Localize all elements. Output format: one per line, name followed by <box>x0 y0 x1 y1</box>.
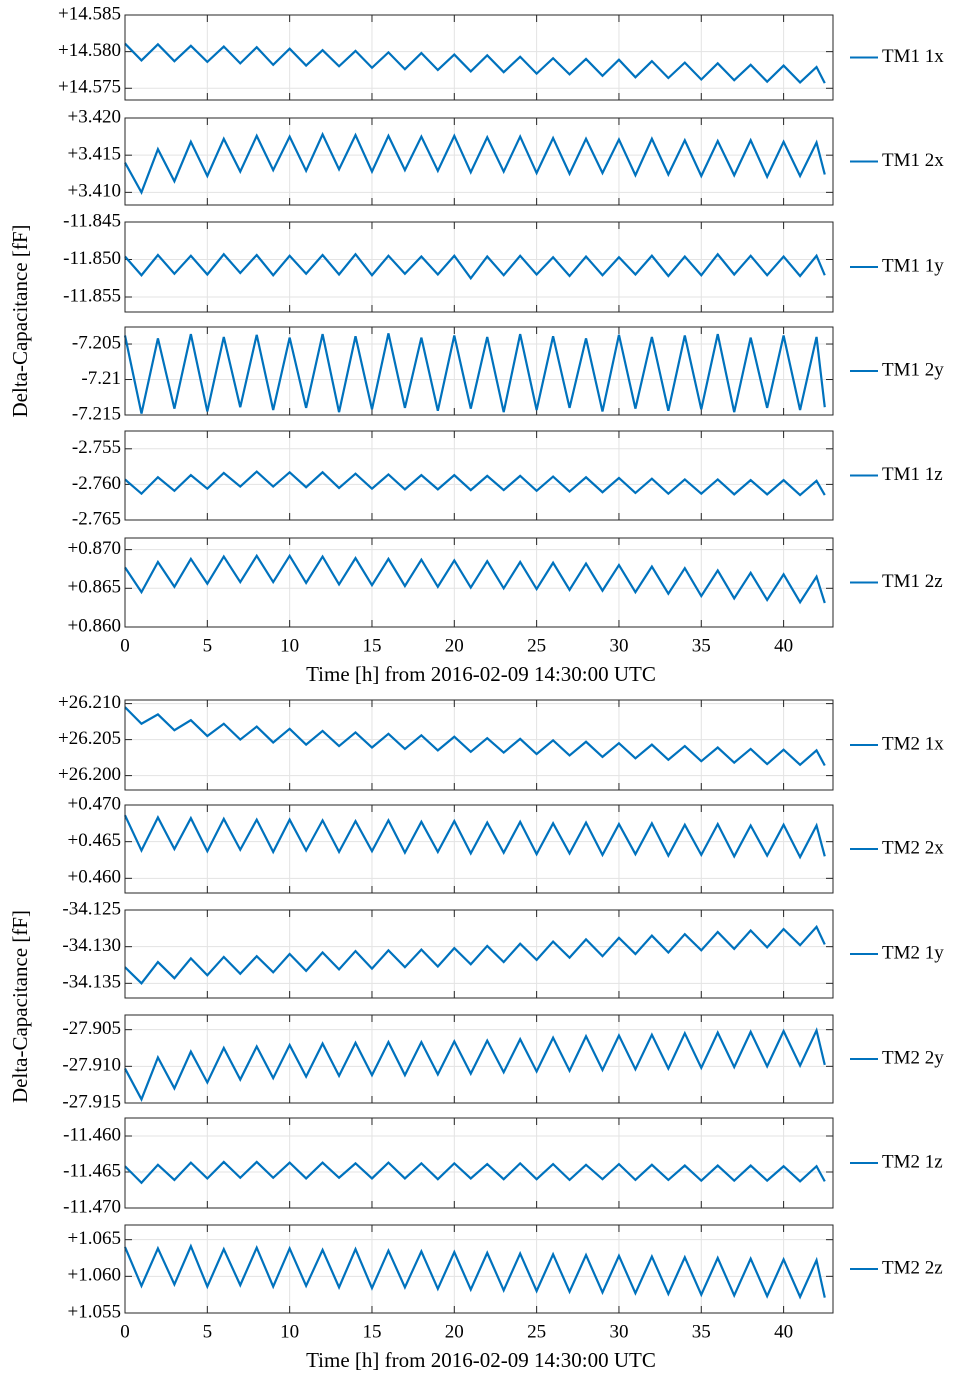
x-tick-label: 25 <box>527 635 546 656</box>
x-tick-label: 5 <box>203 635 213 656</box>
x-axis-label: Time [h] from 2016-02-09 14:30:00 UTC <box>306 1348 656 1372</box>
y-tick-label: +1.055 <box>68 1301 121 1322</box>
y-tick-label: -11.465 <box>63 1160 121 1181</box>
y-tick-label: +3.420 <box>68 106 121 127</box>
y-tick-label: -2.755 <box>72 437 121 458</box>
x-tick-label: 20 <box>445 1321 464 1342</box>
axes-box <box>124 221 834 313</box>
y-tick-label: +3.415 <box>68 144 121 165</box>
legend-label: TM1 1z <box>882 464 943 485</box>
legend-label: TM2 2y <box>882 1047 944 1068</box>
legend-label: TM2 1z <box>882 1151 943 1172</box>
legend-label: TM1 2y <box>882 359 944 380</box>
y-axis-label: Delta-Capacitance [fF] <box>8 225 32 418</box>
axes-box <box>124 14 834 101</box>
y-tick-label: +1.065 <box>68 1228 121 1249</box>
x-tick-label: 30 <box>609 1321 628 1342</box>
y-tick-label: -34.130 <box>62 935 121 956</box>
y-tick-label: +26.200 <box>58 764 121 785</box>
y-tick-label: +26.210 <box>58 692 121 713</box>
legend-label: TM1 1x <box>882 46 944 67</box>
x-tick-label: 30 <box>609 635 628 656</box>
x-axis-label: Time [h] from 2016-02-09 14:30:00 UTC <box>306 662 656 686</box>
legend-label: TM1 1y <box>882 255 944 276</box>
x-tick-label: 5 <box>203 1321 213 1342</box>
y-tick-label: -11.460 <box>63 1124 121 1145</box>
y-axis-label: Delta-Capacitance [fF] <box>8 910 32 1103</box>
x-tick-label: 10 <box>280 635 299 656</box>
y-tick-label: -27.905 <box>62 1018 121 1039</box>
axes-box <box>124 1224 834 1314</box>
axes-box <box>124 537 834 628</box>
y-tick-label: -27.915 <box>62 1091 121 1112</box>
axes-box <box>124 804 834 894</box>
y-tick-label: +1.060 <box>68 1265 121 1286</box>
y-tick-label: -7.205 <box>72 332 121 353</box>
data-line <box>124 1160 826 1185</box>
y-tick-label: -2.760 <box>72 473 121 494</box>
y-tick-label: -34.135 <box>62 972 121 993</box>
data-line <box>124 131 826 195</box>
axes-box <box>124 430 834 521</box>
axes-box <box>124 699 834 791</box>
y-tick-label: +0.860 <box>68 615 121 636</box>
data-line <box>124 252 826 281</box>
y-tick-label: +0.470 <box>68 793 121 814</box>
y-tick-label: +0.870 <box>68 538 121 559</box>
axes-box <box>124 1117 834 1209</box>
legend-label: TM2 1x <box>882 733 944 754</box>
y-tick-label: +26.205 <box>58 728 121 749</box>
y-tick-label: +3.410 <box>68 181 121 202</box>
legend-label: TM1 2x <box>882 150 944 171</box>
data-line <box>124 814 826 860</box>
y-tick-label: -11.855 <box>63 285 121 306</box>
x-tick-label: 15 <box>362 1321 381 1342</box>
data-line <box>124 470 826 497</box>
legend-label: TM2 1y <box>882 942 944 963</box>
data-line <box>124 924 826 985</box>
data-line <box>124 1027 826 1102</box>
y-tick-label: -34.125 <box>62 898 121 919</box>
x-tick-label: 10 <box>280 1321 299 1342</box>
y-tick-label: -7.21 <box>81 368 121 389</box>
y-tick-label: +0.460 <box>68 867 121 888</box>
y-tick-label: +0.465 <box>68 830 121 851</box>
x-tick-label: 40 <box>774 635 793 656</box>
x-tick-label: 15 <box>362 635 381 656</box>
data-line <box>124 706 826 767</box>
y-tick-label: -7.215 <box>72 403 121 424</box>
x-tick-label: 40 <box>774 1321 793 1342</box>
axes-box <box>124 1014 834 1104</box>
y-tick-label: -2.765 <box>72 508 121 529</box>
y-tick-label: -11.470 <box>63 1196 121 1217</box>
y-tick-label: +14.580 <box>58 40 121 61</box>
y-tick-label: -11.850 <box>63 248 121 269</box>
y-tick-label: -27.910 <box>62 1055 121 1076</box>
axes-box <box>124 326 834 416</box>
x-tick-label: 20 <box>445 635 464 656</box>
legend-label: TM2 2x <box>882 837 944 858</box>
x-tick-label: 0 <box>120 1321 130 1342</box>
x-tick-label: 35 <box>692 1321 711 1342</box>
legend-label: TM1 2z <box>882 571 943 592</box>
axes-box <box>124 909 834 999</box>
data-line <box>123 1243 826 1300</box>
x-tick-label: 25 <box>527 1321 546 1342</box>
y-tick-label: +14.585 <box>58 3 121 24</box>
data-line <box>124 553 826 605</box>
x-tick-label: 35 <box>692 635 711 656</box>
y-tick-label: +14.575 <box>58 77 121 98</box>
legend-label: TM2 2z <box>882 1257 943 1278</box>
y-tick-label: +0.865 <box>68 577 121 598</box>
data-line <box>124 42 826 84</box>
x-tick-label: 0 <box>120 635 130 656</box>
axes-box <box>124 117 834 206</box>
data-line <box>123 333 826 414</box>
y-tick-label: -11.845 <box>63 210 121 231</box>
